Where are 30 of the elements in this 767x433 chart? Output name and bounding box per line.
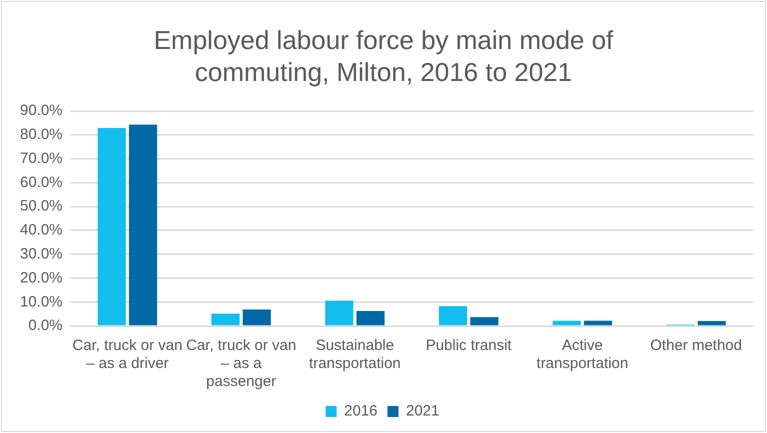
bar	[552, 320, 581, 326]
legend-label: 2016	[344, 402, 378, 420]
y-tick-label: 30.0%	[20, 245, 63, 262]
x-tick-label: Active transportation	[536, 337, 628, 372]
bar	[438, 306, 468, 326]
y-tick-label: 40.0%	[20, 222, 63, 239]
y-tick-label: 20.0%	[20, 269, 63, 286]
bar	[470, 317, 498, 326]
bar	[211, 314, 240, 326]
chart-title: Employed labour force by main mode of commuting, Milton, 2016 to 2021	[152, 24, 614, 88]
y-tick-label: 0.0%	[28, 317, 63, 334]
x-tick-label: Car, truck or van – as a driver	[72, 337, 182, 372]
y-tick-label: 90.0%	[20, 102, 63, 120]
y-tick-label: 50.0%	[20, 198, 63, 215]
x-tick-label: Public transit	[426, 337, 512, 354]
x-tick-label: Other method	[650, 337, 742, 354]
bar	[128, 124, 158, 326]
bar	[698, 320, 726, 326]
bar	[242, 310, 271, 326]
bar	[98, 128, 126, 326]
y-tick-label: 70.0%	[20, 150, 63, 167]
bar	[356, 310, 385, 326]
x-tick-label: Car, truck or van – as a passenger	[186, 337, 296, 390]
y-tick-label: 10.0%	[20, 293, 63, 310]
x-tick-label: Sustainable transportation	[309, 337, 401, 372]
y-tick-label: 80.0%	[20, 126, 63, 144]
legend-label: 2021	[406, 402, 440, 420]
bar	[325, 300, 354, 326]
bar	[584, 320, 612, 326]
y-tick-label: 60.0%	[20, 174, 63, 191]
